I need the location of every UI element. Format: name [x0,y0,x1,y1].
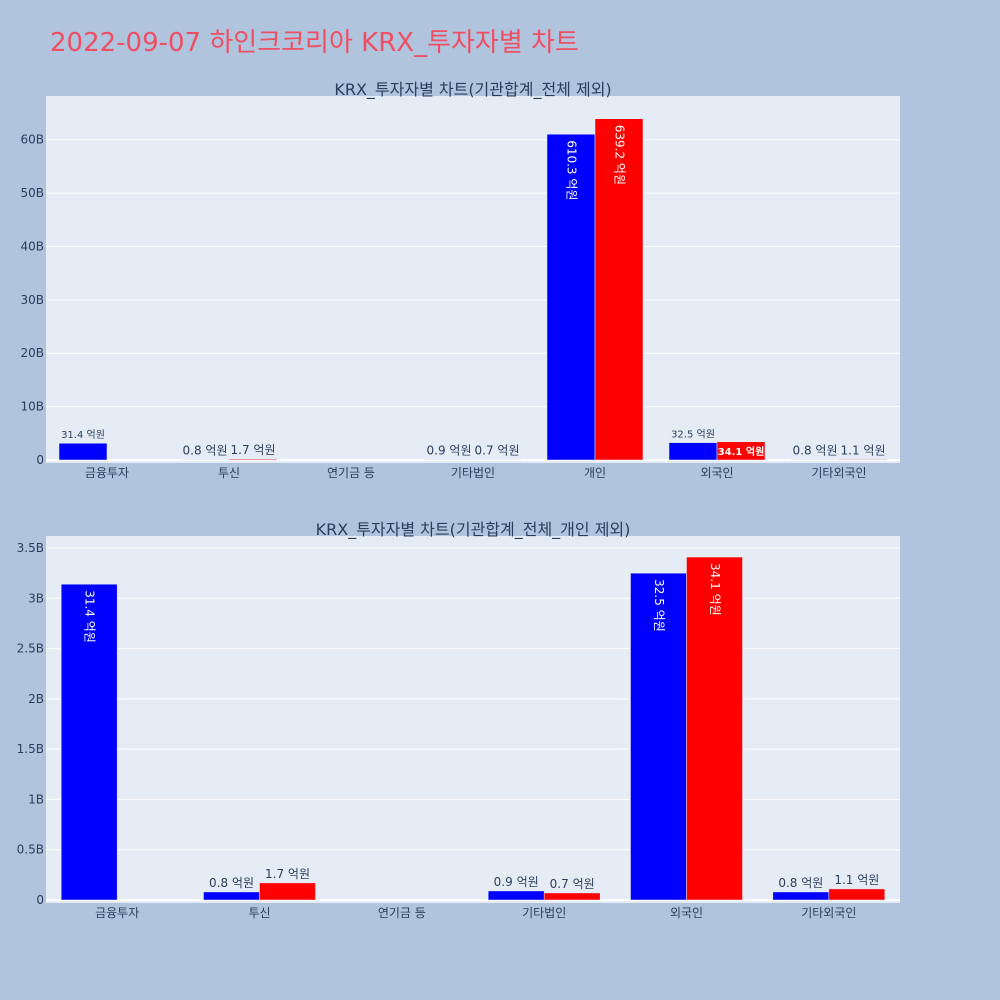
data-label: 0.8 억원 [209,876,254,890]
y-tick-label: 0 [36,893,44,907]
y-tick-label: 60B [20,133,44,147]
x-tick-label: 외국인 [700,466,733,480]
bar[interactable] [716,441,766,461]
y-tick-label: 40B [20,239,44,253]
y-tick-label: 3B [28,591,44,605]
x-tick-label: 투신 [218,466,240,480]
page-title: 2022-09-07 하인크코리아 KRX_투자자별 차트 [50,28,579,58]
y-tick-label: 1B [28,792,44,806]
chart-1: 0 10B 20B 30B 40B 50B 60B KRX_투자자별 차트(기관합계_전체 제… [20,80,900,480]
data-label: 0.8 억원 [183,444,228,458]
bar[interactable] [546,133,596,461]
x-tick-label: 기타외국인 [801,906,856,920]
y-tick-label: 20B [20,346,44,360]
y-tick-label: 2.5B [17,642,44,656]
bar[interactable] [772,891,830,901]
data-label: 0.9 억원 [427,444,472,458]
y-tick-label: 2B [28,692,44,706]
data-label: 1.1 억원 [834,873,879,887]
x-tick-label: 기타법인 [522,906,566,920]
data-label: 31.4 억원 [83,590,97,643]
bar[interactable] [838,459,888,461]
bar[interactable] [594,118,644,461]
bar[interactable] [668,442,718,461]
bar[interactable] [60,583,118,901]
x-tick-label: 투신 [248,906,270,920]
plot-area [46,536,900,903]
bar[interactable] [58,442,108,461]
data-label: 32.5 억원 [652,579,666,632]
data-label: 31.4 억원 [61,429,105,441]
bar[interactable] [228,458,278,461]
y-tick-label: 10B [20,400,44,414]
x-tick-label: 외국인 [670,906,703,920]
x-tick-label: 연기금 등 [327,466,375,480]
data-label: 34.1 억원 [718,445,765,458]
y-tick-label: 3.5B [17,541,44,555]
data-label: 1.7 억원 [265,867,310,881]
y-tick-label: 0 [36,453,44,467]
data-label: 1.1 억원 [841,443,886,457]
y-tick-label: 0.5B [17,843,44,857]
y-tick-label: 30B [20,293,44,307]
bar[interactable] [686,556,743,901]
x-tick-label: 개인 [584,466,606,480]
y-tick-label: 50B [20,186,44,200]
data-label: 32.5 억원 [671,429,715,441]
data-label: 610.3 억원 [565,140,579,200]
x-tick-label: 금융투자 [85,466,129,480]
data-label: 0.7 억원 [475,444,520,458]
plot-area [46,96,900,463]
bar[interactable] [828,888,886,901]
data-label: 1.7 억원 [231,443,276,457]
data-label: 0.7 억원 [550,877,595,891]
bar[interactable] [487,890,545,901]
x-tick-label: 기타외국인 [811,466,866,480]
bar[interactable] [259,882,316,901]
y-tick-label: 1.5B [17,742,44,756]
x-tick-label: 연기금 등 [378,906,426,920]
x-tick-label: 금융투자 [95,906,139,920]
data-label: 639.2 억원 [613,125,627,185]
data-label: 0.9 억원 [494,875,539,889]
data-label: 0.8 억원 [778,876,823,890]
chart-2: 0 0.5B 1B 1.5B 2B 2.5B 3B 3.5B KRX_투자자별 차트(기관합계_… [17,520,900,920]
data-label: 34.1 억원 [708,563,722,616]
chart-title: KRX_투자자별 차트(기관합계_전체_개인 제외) [316,520,631,540]
data-label: 0.8 억원 [793,444,838,458]
bar[interactable] [630,572,687,901]
x-tick-label: 기타법인 [451,466,495,480]
bar[interactable] [543,892,601,901]
bar[interactable] [203,891,260,901]
chart-title: KRX_투자자별 차트(기관합계_전체 제외) [334,80,611,100]
